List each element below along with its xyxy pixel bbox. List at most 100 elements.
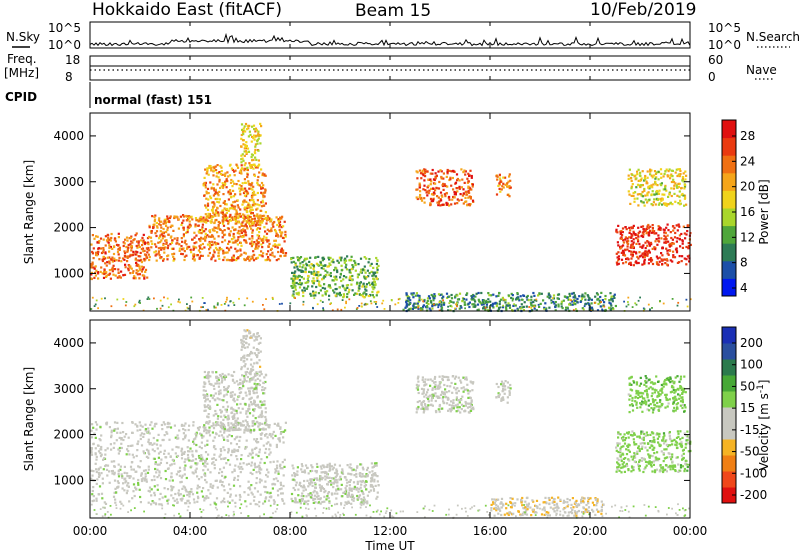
power-cell [224,218,226,220]
power-cell [254,157,256,159]
power-cell [208,192,210,194]
power-cell [244,130,246,132]
power-cell [335,295,337,297]
power-cell [198,225,200,227]
velocity-cell [200,454,202,456]
velocity-cell [212,461,214,463]
velocity-cell [146,481,148,483]
velocity-cell [228,448,230,450]
power-cell [632,306,634,308]
velocity-cell [274,423,276,425]
power-cell [124,239,126,241]
power-cell [376,271,378,273]
velocity-cell [248,372,250,374]
velocity-cell [268,448,270,450]
power-cell [318,281,320,283]
power-cell [658,193,660,195]
power-cell [259,254,261,256]
power-cell [251,126,253,128]
power-cell [342,285,344,287]
power-cell [206,192,208,194]
power-cell [422,301,424,303]
power-cell [230,230,232,232]
power-cell [639,255,641,257]
power-cell [108,247,110,249]
power-cell [265,211,267,213]
power-cell [638,243,640,245]
velocity-cell [328,481,330,483]
power-cell [672,251,674,253]
velocity-cell [103,468,105,470]
power-cell [507,302,509,304]
power-cell [320,261,322,263]
velocity-cell [283,503,285,505]
power-cell [672,298,674,300]
power-cell [222,182,224,184]
power-cell [658,240,660,242]
power-cell [108,251,110,253]
power-cell [143,275,145,277]
velocity-cell [316,479,318,481]
power-cell [108,242,110,244]
power-cell [444,183,446,185]
velocity-cell [192,441,194,443]
velocity-cell [192,493,194,495]
velocity-cell [137,479,139,481]
power-cell [436,195,438,197]
velocity-cell [165,478,167,480]
power-cell [666,264,668,266]
velocity-cell [201,490,203,492]
power-cell [661,263,663,265]
power-cell [257,242,259,244]
velocity-cell [217,397,219,399]
power-cell [237,239,239,241]
velocity-cell [259,422,261,424]
power-cell [656,193,658,195]
power-cell [682,247,684,249]
power-cell [553,294,555,296]
power-cell [317,264,319,266]
power-cell [153,224,155,226]
power-cell [664,186,666,188]
power-cell [435,172,437,174]
velocity-cell [199,433,201,435]
power-cell [346,293,348,295]
power-cell [427,297,429,299]
power-cell [207,209,209,211]
velocity-cell [221,381,223,383]
velocity-cell [291,498,293,500]
power-cell [416,188,418,190]
velocity-cell [196,492,198,494]
velocity-cell [223,501,225,503]
velocity-cell [258,451,260,453]
velocity-cell [252,366,254,368]
power-cell [173,260,175,262]
power-cell [654,232,656,234]
power-cell [452,188,454,190]
velocity-cell [177,455,179,457]
power-cell [122,274,124,276]
velocity-cell [282,485,284,487]
power-cell [160,300,162,302]
velocity-cell [148,490,150,492]
power-cell [510,187,512,189]
velocity-cell [207,469,209,471]
power-cell [499,177,501,179]
power-cell [582,297,584,299]
power-cell [642,195,644,197]
power-cell [257,257,259,259]
power-cell [271,248,273,250]
power-cell [653,198,655,200]
power-cell [257,234,259,236]
power-cell [644,175,646,177]
power-cell [686,299,688,301]
power-cell [309,257,311,259]
velocity-cell [163,421,165,423]
power-cell [221,170,223,172]
power-cell [441,307,443,309]
power-cell [326,290,328,292]
power-cell [118,260,120,262]
velocity-cell [164,423,166,425]
velocity-cell [165,431,167,433]
power-cell [257,179,259,181]
